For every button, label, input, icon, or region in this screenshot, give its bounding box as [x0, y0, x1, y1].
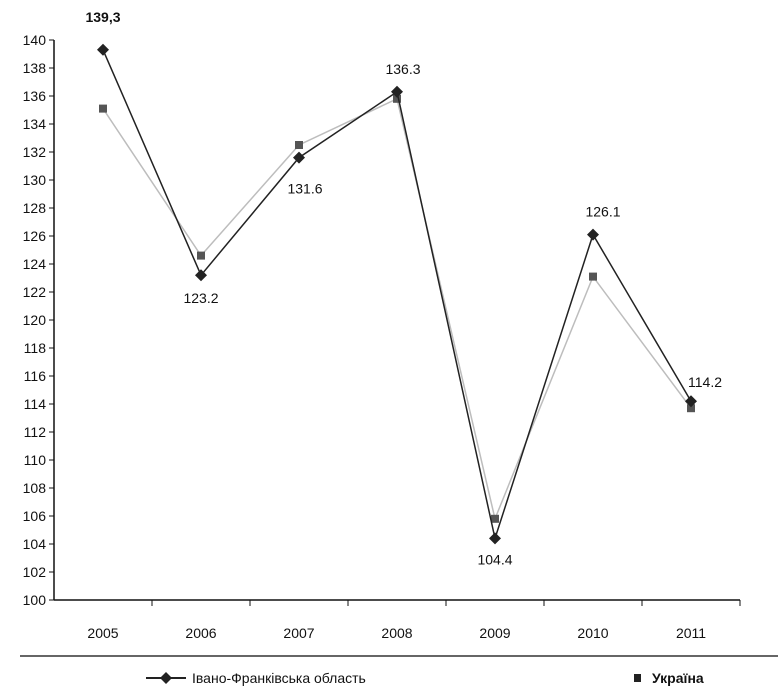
- ivano-frankivsk-point: [587, 228, 599, 241]
- y-tick-label: 134: [23, 116, 47, 132]
- ivano-frankivsk-data-label: 114.2: [688, 374, 722, 390]
- ivano-frankivsk-data-label: 139,3: [85, 9, 120, 25]
- ivano-frankivsk-point: [685, 395, 697, 408]
- y-tick-label: 138: [23, 60, 47, 76]
- y-tick-label: 130: [23, 172, 47, 188]
- y-tick-label: 108: [23, 480, 47, 496]
- legend-diamond-icon: [160, 672, 172, 684]
- y-tick-label: 124: [23, 256, 47, 272]
- ivano-frankivsk-data-label: 123.2: [183, 290, 218, 306]
- legend-item-ukraine: Україна: [634, 670, 704, 686]
- y-tick-label: 118: [24, 340, 47, 356]
- ivano-frankivsk-point: [489, 532, 501, 545]
- y-tick-label: 110: [24, 452, 47, 468]
- ivano-frankivsk-data-label: 131.6: [287, 181, 322, 197]
- ukraine-point: [393, 94, 401, 103]
- y-tick-label: 104: [23, 536, 47, 552]
- y-tick-label: 122: [23, 284, 47, 300]
- legend: Івано-Франківська область Україна: [146, 670, 704, 686]
- legend-label-ivano-frankivsk: Івано-Франківська область: [192, 670, 366, 686]
- y-tick-label: 106: [23, 508, 47, 524]
- ukraine-point: [687, 404, 695, 413]
- y-tick-label: 102: [23, 564, 47, 580]
- ukraine-point: [295, 141, 303, 149]
- y-tick-label: 116: [24, 368, 47, 384]
- legend-item-ivano-frankivsk: Івано-Франківська область: [146, 670, 366, 686]
- axes: [53, 40, 740, 601]
- x-tick-label: 2007: [283, 625, 314, 641]
- y-tick-label: 120: [23, 312, 47, 328]
- y-tick-label: 132: [23, 144, 47, 160]
- ukraine-point: [197, 251, 205, 260]
- legend-label-ukraine: Україна: [652, 670, 704, 686]
- x-tick-labels: 2005 2006 2007 2008 2009 2010 2011: [87, 600, 741, 641]
- x-tick-label: 2011: [676, 625, 706, 641]
- ivano-frankivsk-point: [97, 43, 109, 56]
- ukraine-point: [99, 104, 107, 113]
- x-tick-label: 2008: [381, 625, 412, 641]
- ivano-frankivsk-point: [391, 85, 403, 98]
- x-tick-label: 2010: [577, 625, 608, 641]
- series-ivano-frankivsk: [97, 43, 697, 545]
- y-tick-labels: 100 102 104 106 108 110 112 114 116 118 120 122 124 1…: [23, 32, 54, 608]
- y-tick-label: 114: [24, 396, 47, 412]
- series-ukraine: [99, 94, 695, 523]
- ivano-frankivsk-point: [195, 269, 207, 282]
- y-tick-label: 128: [23, 200, 47, 216]
- y-tick-label: 112: [24, 424, 47, 440]
- ukraine-line: [102, 97, 692, 522]
- ukraine-point: [589, 272, 597, 281]
- data-labels: 139,3 123.2 131.6 136.3 104.4 126.1 114.2: [85, 9, 722, 568]
- x-tick-label: 2009: [479, 625, 510, 641]
- ivano-frankivsk-data-label: 104.4: [477, 551, 512, 567]
- y-tick-label: 140: [23, 32, 47, 48]
- ukraine-point: [491, 514, 499, 523]
- x-tick-label: 2006: [185, 625, 216, 641]
- ivano-frankivsk-point: [293, 151, 305, 164]
- y-tick-label: 100: [23, 592, 47, 608]
- x-tick-label: 2005: [87, 625, 118, 641]
- ivano-frankivsk-data-label: 136.3: [385, 61, 420, 77]
- legend-square-icon: [634, 674, 641, 682]
- y-tick-label: 126: [23, 228, 47, 244]
- y-tick-label: 136: [23, 88, 47, 104]
- ivano-frankivsk-data-label: 126.1: [585, 204, 620, 220]
